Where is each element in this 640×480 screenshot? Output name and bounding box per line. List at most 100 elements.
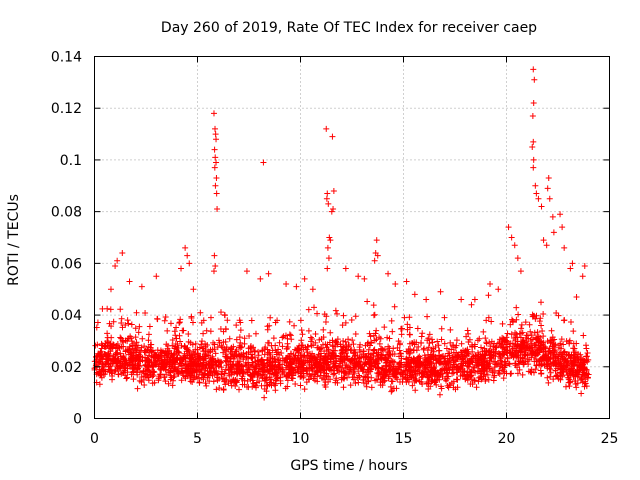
data-point — [115, 371, 122, 378]
data-point — [121, 360, 128, 367]
data-point — [547, 373, 554, 380]
data-point — [105, 345, 112, 352]
data-point — [427, 351, 434, 358]
data-point — [514, 370, 521, 377]
data-point — [218, 309, 225, 316]
data-point — [188, 354, 195, 361]
data-point — [134, 355, 141, 362]
data-point — [161, 352, 168, 359]
data-point — [273, 369, 280, 376]
data-point — [438, 325, 445, 332]
x-tick-label: 5 — [193, 431, 202, 447]
data-point — [483, 317, 490, 324]
x-tick-label: 25 — [601, 431, 619, 447]
data-point — [240, 356, 247, 363]
data-point — [344, 374, 351, 381]
data-point — [176, 320, 183, 327]
data-point — [196, 355, 203, 362]
data-point — [440, 353, 447, 360]
data-point — [332, 307, 339, 314]
data-point — [330, 187, 337, 194]
data-point — [388, 317, 395, 324]
data-point — [142, 309, 149, 316]
data-point — [444, 382, 451, 389]
data-point — [560, 317, 567, 324]
data-point — [172, 332, 179, 339]
data-point — [580, 332, 587, 339]
data-point — [328, 208, 335, 215]
data-point — [504, 330, 511, 337]
data-point — [256, 361, 263, 368]
data-point — [484, 371, 491, 378]
data-point — [503, 370, 510, 377]
data-point — [309, 286, 316, 293]
data-point — [468, 368, 475, 375]
data-point — [557, 370, 564, 377]
data-point — [214, 206, 221, 213]
data-point — [577, 351, 584, 358]
data-point — [200, 330, 207, 337]
data-point — [251, 354, 258, 361]
data-point — [154, 316, 161, 323]
data-point — [466, 361, 473, 368]
data-point — [388, 388, 395, 395]
data-point — [145, 377, 152, 384]
data-point — [436, 347, 443, 354]
data-point — [328, 351, 335, 358]
data-point — [447, 339, 454, 346]
data-point — [531, 352, 538, 359]
data-point — [129, 342, 136, 349]
data-point — [443, 345, 450, 352]
data-point — [232, 377, 239, 384]
data-point — [520, 360, 527, 367]
data-point — [583, 353, 590, 360]
data-point — [241, 335, 248, 342]
data-point — [258, 356, 265, 363]
data-point — [364, 298, 371, 305]
data-point — [118, 335, 125, 342]
data-point — [396, 340, 403, 347]
data-point — [284, 354, 291, 361]
data-point — [295, 350, 302, 357]
data-point — [370, 332, 377, 339]
data-point — [213, 190, 220, 197]
data-point — [141, 381, 148, 388]
data-point — [104, 342, 111, 349]
data-point — [476, 367, 483, 374]
data-point — [196, 379, 203, 386]
data-point — [512, 329, 519, 336]
data-point — [94, 319, 101, 326]
data-point — [567, 378, 574, 385]
data-point — [558, 336, 565, 343]
data-point — [355, 273, 362, 280]
data-point — [563, 338, 570, 345]
data-point — [584, 358, 591, 365]
data-point — [120, 343, 127, 350]
data-point — [189, 319, 196, 326]
data-point — [354, 352, 361, 359]
data-point — [276, 339, 283, 346]
data-point — [483, 339, 490, 346]
data-point — [211, 252, 218, 259]
data-point — [449, 354, 456, 361]
data-point — [361, 275, 368, 282]
data-point — [334, 379, 341, 386]
data-point — [212, 350, 219, 357]
data-point — [272, 342, 279, 349]
data-point — [583, 342, 590, 349]
data-point — [98, 342, 105, 349]
data-point — [292, 381, 299, 388]
data-point — [236, 334, 243, 341]
y-tick-label: 0.14 — [51, 50, 82, 66]
data-point — [431, 363, 438, 370]
data-point — [540, 311, 547, 318]
data-point — [223, 347, 230, 354]
data-point — [162, 314, 169, 321]
data-point — [285, 372, 292, 379]
data-point — [416, 362, 423, 369]
data-point — [458, 296, 465, 303]
data-point — [573, 353, 580, 360]
data-point — [258, 357, 265, 364]
data-point — [236, 386, 243, 393]
data-point — [248, 345, 255, 352]
